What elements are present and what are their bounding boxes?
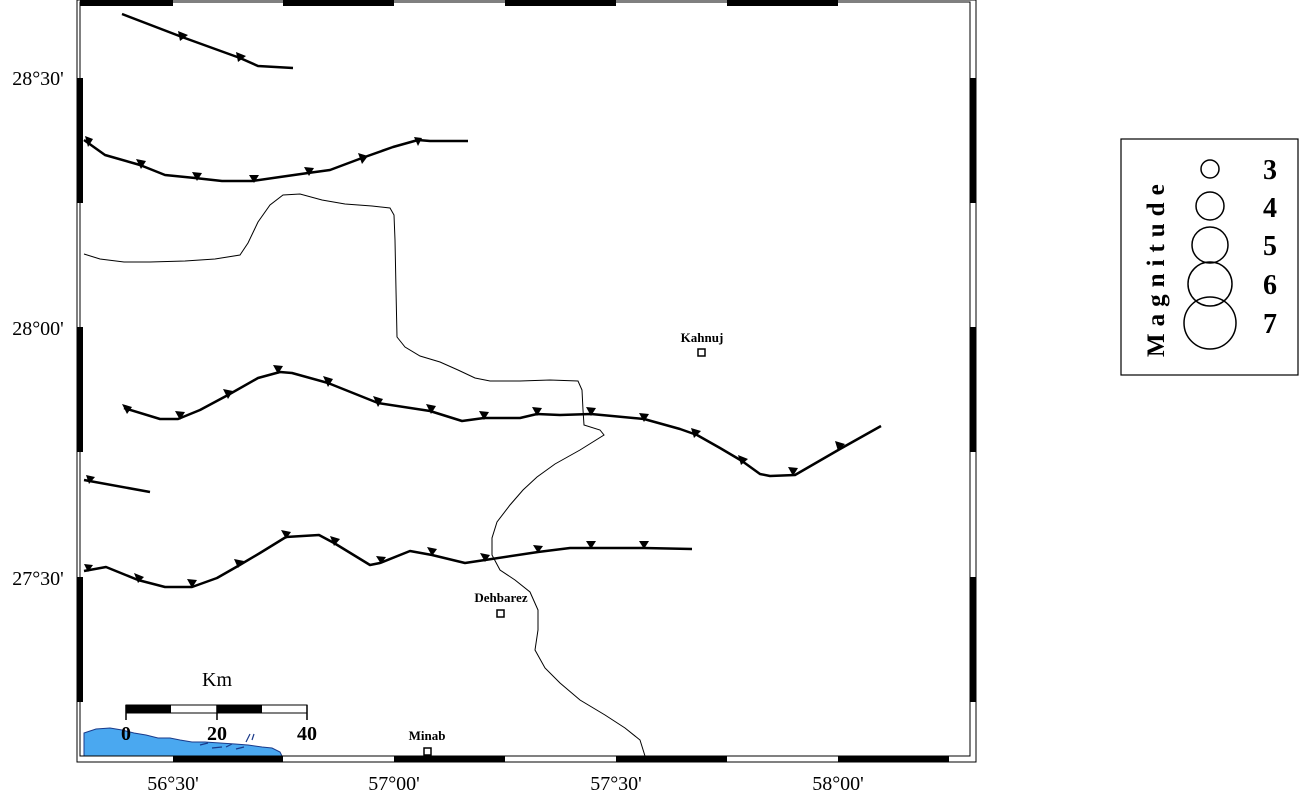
scale-tick-label: 40	[297, 723, 317, 745]
city-dehbarez: Dehbarez	[474, 590, 528, 618]
longitude-labels: 56°30' 57°00' 57°30' 58°00'	[147, 773, 864, 794]
city-marker	[423, 747, 432, 756]
legend-label: 7	[1263, 309, 1277, 340]
scale-tick-label: 20	[207, 723, 227, 745]
legend-circle-5	[1191, 226, 1229, 264]
city-marker	[496, 609, 505, 618]
lat-label: 27°30'	[12, 568, 64, 590]
city-marker	[697, 348, 706, 357]
lon-label: 57°30'	[590, 773, 642, 794]
latitude-labels: 28°30' 28°00' 27°30'	[12, 68, 64, 590]
legend-label: 5	[1263, 231, 1277, 262]
legend-circle-6	[1187, 261, 1233, 307]
scale-bar: Km 0 20 40	[121, 669, 317, 745]
lat-label: 28°30'	[12, 68, 64, 90]
legend-label: 4	[1263, 193, 1277, 224]
map-frame	[76, 0, 977, 763]
fault-1	[121, 12, 294, 70]
city-label: Kahnuj	[681, 330, 724, 345]
fault-2	[83, 138, 468, 183]
fault-teeth	[84, 31, 845, 588]
sea-area	[83, 727, 283, 757]
lon-label: 57°00'	[368, 773, 420, 794]
lon-label: 58°00'	[812, 773, 864, 794]
province-boundary	[83, 193, 646, 757]
fault-5	[83, 533, 693, 589]
legend-circle-3	[1200, 159, 1220, 179]
scale-tick-label: 0	[121, 723, 131, 745]
lat-label: 28°00'	[12, 318, 64, 340]
fault-lines	[83, 12, 882, 589]
legend-circle-4	[1195, 191, 1225, 221]
fault-3	[123, 370, 882, 478]
city-label: Dehbarez	[474, 590, 527, 605]
legend-label: 3	[1263, 155, 1277, 186]
city-kahnuj: Kahnuj	[681, 330, 724, 357]
fault-4	[83, 478, 151, 494]
legend-title: Magnitude	[1143, 177, 1170, 357]
city-minab: Minab	[409, 728, 446, 756]
city-label: Minab	[409, 728, 446, 743]
magnitude-legend: Magnitude 3 4 5 6 7	[1120, 138, 1299, 376]
scale-unit: Km	[202, 669, 232, 691]
legend-label: 6	[1263, 270, 1277, 301]
lon-label: 56°30'	[147, 773, 199, 794]
legend-circle-7	[1183, 296, 1237, 350]
